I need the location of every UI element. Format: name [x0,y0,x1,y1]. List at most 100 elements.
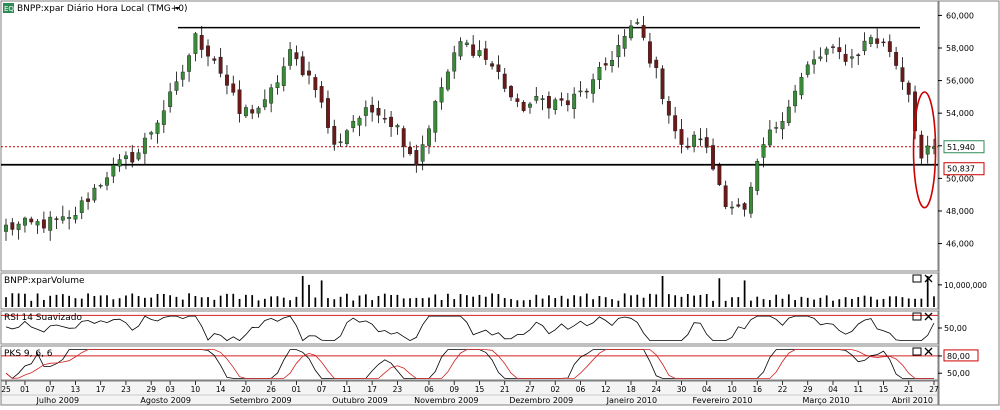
candle-body[interactable] [534,96,539,101]
candle-body[interactable] [521,102,526,111]
candle-body[interactable] [256,107,261,114]
volume-close-icon[interactable] [924,274,933,283]
pks-panel[interactable] [0,345,939,381]
candle-body[interactable] [142,137,147,154]
candle-body[interactable] [48,216,53,231]
candle-body[interactable] [679,129,684,145]
candle-body[interactable] [420,144,425,162]
candle-body[interactable] [685,145,690,148]
candle-body[interactable] [919,134,924,159]
candle-body[interactable] [673,115,678,132]
candle-body[interactable] [559,98,564,101]
candle-body[interactable] [389,116,394,127]
candle-body[interactable] [326,98,330,128]
candle-body[interactable] [269,87,274,104]
candle-body[interactable] [603,63,608,66]
candle-body[interactable] [805,64,810,75]
candle-body[interactable] [584,90,589,93]
candle-body[interactable] [427,128,431,146]
candle-body[interactable] [395,125,400,128]
candle-body[interactable] [225,74,229,86]
candle-body[interactable] [591,79,596,94]
candle-body[interactable] [502,73,507,89]
candle-body[interactable] [351,120,356,128]
candle-body[interactable] [496,64,501,72]
candle-body[interactable] [29,218,34,223]
candle-body[interactable] [761,144,766,158]
candle-body[interactable] [742,203,747,210]
candle-body[interactable] [464,42,469,45]
candle-body[interactable] [357,117,362,126]
candle-body[interactable] [862,40,867,52]
candle-body[interactable] [41,219,46,229]
candle-body[interactable] [509,86,513,98]
candle-body[interactable] [187,55,192,72]
candle-body[interactable] [149,132,154,135]
candle-body[interactable] [161,110,166,125]
candle-body[interactable] [458,41,463,57]
candle-body[interactable] [546,96,551,109]
candle-body[interactable] [193,33,198,54]
candle-body[interactable] [881,41,886,44]
candle-body[interactable] [23,217,27,226]
candle-body[interactable] [218,56,223,74]
candle-body[interactable] [647,41,652,64]
candle-body[interactable] [332,125,337,145]
candle-body[interactable] [60,216,65,221]
candle-body[interactable] [812,59,816,65]
candle-body[interactable] [86,198,91,202]
candle-body[interactable] [578,90,583,93]
candle-body[interactable] [704,137,709,148]
candle-body[interactable] [730,206,734,209]
candle-body[interactable] [654,59,659,68]
candle-body[interactable] [262,99,267,108]
candle-body[interactable] [16,223,21,230]
candle-body[interactable] [837,47,842,53]
candle-body[interactable] [843,53,848,62]
candle-body[interactable] [698,138,703,141]
candle-body[interactable] [313,77,318,91]
price-panel[interactable] [0,0,939,272]
candle-body[interactable] [206,45,210,57]
candle-body[interactable] [180,71,185,80]
title-dropdown-icon[interactable] [175,7,180,10]
candle-body[interactable] [692,134,697,147]
candle-body[interactable] [818,56,823,59]
candle-body[interactable] [748,186,753,214]
candle-body[interactable] [875,38,880,44]
candle-body[interactable] [786,106,791,123]
candle-body[interactable] [906,82,911,95]
candle-body[interactable] [622,36,627,49]
candle-body[interactable] [610,60,614,66]
candle-body[interactable] [736,204,741,207]
candle-body[interactable] [868,37,873,44]
candle-body[interactable] [824,48,829,55]
candle-body[interactable] [711,145,715,170]
candle-body[interactable] [117,159,122,167]
candle-body[interactable] [515,98,520,102]
candle-body[interactable] [856,54,861,56]
candle-body[interactable] [572,93,577,109]
candle-body[interactable] [10,222,15,230]
rsi-maximize-icon[interactable] [912,312,922,321]
candle-body[interactable] [288,49,293,66]
candle-body[interactable] [616,45,621,58]
candle-body[interactable] [300,56,305,76]
candle-body[interactable] [774,127,779,129]
candle-body[interactable] [660,68,665,100]
candle-body[interactable] [199,35,204,50]
candle-body[interactable] [275,82,280,88]
candle-body[interactable] [319,86,324,103]
candle-body[interactable] [35,221,40,226]
candle-body[interactable] [338,141,343,144]
candle-body[interactable] [900,67,905,82]
candle-body[interactable] [887,41,892,52]
candle-body[interactable] [635,22,640,24]
candle-body[interactable] [294,52,299,60]
candle-body[interactable] [894,52,899,66]
candle-body[interactable] [92,187,97,201]
candle-body[interactable] [483,48,488,60]
candle-body[interactable] [344,130,349,144]
candle-body[interactable] [237,89,242,114]
candle-body[interactable] [307,70,311,76]
